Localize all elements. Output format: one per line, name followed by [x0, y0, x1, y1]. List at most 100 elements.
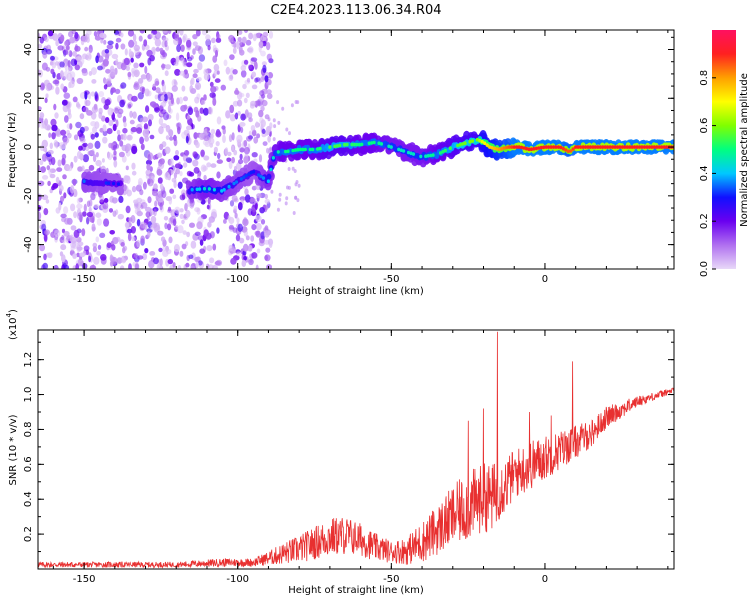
spectrogram-noise-cell — [128, 263, 132, 269]
spectrogram-signal-cell — [402, 149, 406, 153]
spectrogram-noise-cell — [68, 31, 74, 38]
spectrogram-noise-cell — [125, 143, 132, 152]
spectrogram-noise-cell — [243, 146, 250, 155]
spectrogram-signal-cell — [426, 154, 430, 158]
spectrogram-noise-cell — [197, 235, 205, 241]
spectrogram-noise-cell — [90, 192, 96, 201]
spectrogram-noise-cell — [161, 30, 169, 33]
spectrogram-noise-cell — [103, 198, 109, 203]
spectrogram-noise-cell — [69, 123, 73, 130]
spectrogram-signal-cell — [493, 146, 497, 151]
spectrogram-signal-cell — [112, 181, 116, 186]
spectrogram-noise-cell — [88, 206, 92, 213]
spectrogram-noise-cell — [153, 208, 157, 217]
spectrogram-noise-cell — [236, 162, 242, 171]
spectrogram-noise-cell — [60, 83, 65, 90]
spectrogram-noise-cell — [94, 132, 99, 138]
spectrogram-noise-cell — [150, 32, 154, 39]
spectrogram-noise-cell — [73, 155, 78, 163]
spectrogram-signal-cell — [117, 186, 125, 196]
snr-panel: -150 -100 -50 0 0.2 0.4 0.6 0.8 1.0 1.2 Height o… — [5, 309, 675, 596]
spectrogram-noise-cell — [192, 34, 198, 40]
spectrogram-noise-cell — [45, 48, 53, 55]
x-tick-label: -150 — [73, 274, 96, 285]
spectrogram-noise-cell — [78, 145, 83, 151]
spectrogram-noise-cell — [241, 36, 247, 44]
spectrogram-noise-cell — [38, 164, 41, 172]
spectrogram-noise-cell — [273, 124, 277, 129]
spectrogram-noise-cell — [53, 264, 59, 269]
spectrogram-signal-cell — [504, 138, 512, 148]
spectrogram-noise-cell — [266, 147, 270, 154]
spectrogram-noise-cell — [62, 174, 67, 180]
spectrogram-noise-cell — [158, 117, 164, 126]
spectrogram-noise-cell — [186, 115, 191, 120]
spectrogram-noise-cell — [42, 51, 48, 59]
spectrogram-noise-cell — [216, 34, 221, 39]
spectrogram-noise-cell — [160, 236, 166, 242]
spectrogram-noise-cell — [249, 197, 256, 203]
spectrogram-noise-cell — [101, 115, 106, 122]
spectrogram-signal-cell — [561, 146, 566, 151]
spectrogram-noise-cell — [130, 57, 134, 63]
spectrogram-noise-cell — [145, 206, 152, 213]
spectrogram-noise-cell — [140, 204, 144, 210]
spectrogram-noise-cell — [107, 152, 113, 161]
spectrogram-noise-cell — [264, 193, 268, 200]
spectrogram-noise-cell — [201, 30, 208, 36]
spectrogram-noise-cell — [79, 214, 83, 223]
spectrogram-noise-cell — [139, 136, 145, 145]
spectrogram-noise-cell — [91, 149, 95, 156]
spectrogram-noise-cell — [193, 167, 200, 174]
snr-multiplier: (x104) — [5, 309, 19, 340]
spectrogram-noise-cell — [239, 49, 245, 56]
spectrogram-signal-cell — [620, 145, 625, 149]
spectrogram-noise-cell — [147, 230, 151, 238]
spectrogram-noise-cell — [102, 130, 108, 136]
spectrogram-signal-cell — [544, 145, 548, 149]
spectrogram-noise-cell — [52, 33, 59, 41]
spectrogram-signal-cell — [345, 142, 349, 147]
spectrogram-noise-cell — [128, 217, 133, 222]
spectrogram-noise-cell — [213, 63, 220, 72]
spectrogram-noise-cell — [206, 245, 213, 252]
spectrogram-noise-cell — [164, 40, 168, 48]
spectrogram-noise-cell — [102, 201, 109, 210]
spectrogram-noise-cell — [105, 53, 109, 61]
spectrogram-noise-cell — [258, 240, 265, 247]
spectrogram-noise-cell — [229, 104, 235, 114]
spectrogram-noise-cell — [154, 38, 162, 47]
spectrogram-noise-cell — [196, 221, 203, 230]
spectrogram-noise-cell — [69, 80, 75, 88]
spectrogram-noise-cell — [156, 152, 163, 158]
spectrogram-noise-cell — [194, 207, 200, 213]
spectrogram-noise-cell — [248, 130, 252, 137]
spectrogram-noise-cell — [179, 208, 184, 213]
spectrogram-noise-cell — [268, 58, 274, 64]
spectrogram-noise-cell — [263, 230, 270, 238]
spectrogram-noise-cell — [62, 49, 69, 56]
spectrogram-noise-cell — [58, 202, 62, 211]
spectrogram-noise-cell — [108, 120, 114, 127]
spectrogram-noise-cell — [122, 245, 128, 252]
snr-y-ticks: 0.2 0.4 0.6 0.8 1.0 1.2 — [23, 341, 674, 553]
spectrogram-noise-cell — [266, 89, 272, 95]
spectrogram-noise-cell — [239, 92, 245, 98]
spectrogram-noise-cell — [258, 109, 264, 118]
spectrogram-noise-cell — [72, 253, 77, 259]
spectrogram-noise-cell — [153, 35, 158, 41]
spectrogram-signal-cell — [586, 145, 590, 149]
spectrogram-noise-cell — [75, 121, 82, 129]
spectrogram-noise-cell — [120, 242, 125, 247]
spectrogram-signal-cell — [642, 145, 647, 149]
spectrogram-signal-cell — [352, 142, 357, 147]
spectrogram-signal-cell — [212, 187, 216, 192]
spectrogram-noise-cell — [165, 124, 171, 133]
spectrogram-noise-cell — [111, 244, 116, 251]
spectrogram-signal-cell — [505, 145, 509, 150]
spectrogram-noise-cell — [149, 251, 156, 256]
spectrogram-signal-cell — [564, 148, 568, 152]
spectrogram-noise-cell — [185, 157, 192, 163]
spectrogram-noise-cell — [231, 156, 236, 164]
spectrogram-signal-cell — [198, 187, 202, 191]
